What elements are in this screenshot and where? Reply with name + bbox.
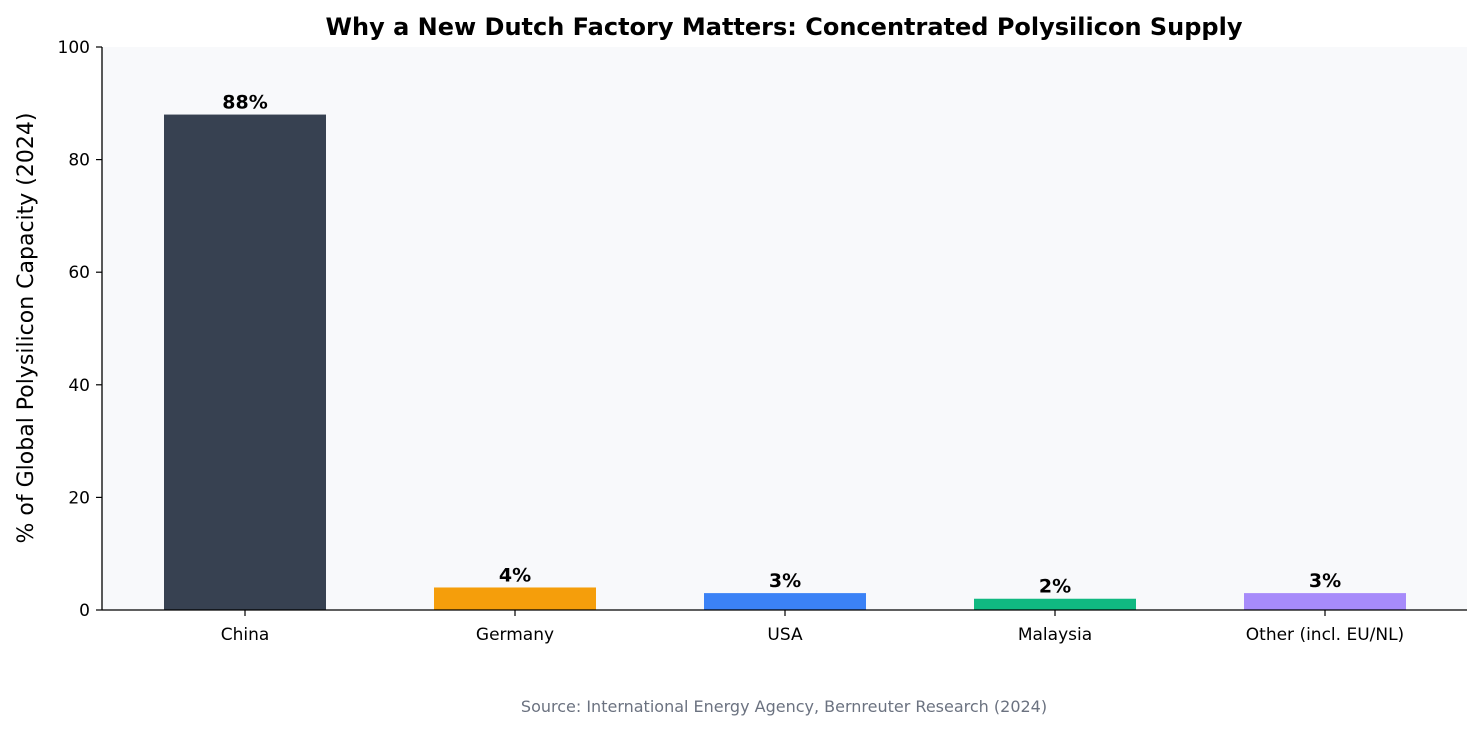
x-tick-label: Germany: [476, 625, 554, 645]
chart-title: Why a New Dutch Factory Matters: Concent…: [326, 13, 1243, 41]
bar-china: [164, 114, 326, 610]
data-label: 3%: [1309, 570, 1341, 592]
y-tick-label: 60: [68, 263, 90, 283]
x-tick-label: USA: [767, 625, 803, 645]
plot-area: [102, 47, 1467, 610]
bar-usa: [704, 593, 866, 610]
x-tick-label: Malaysia: [1018, 625, 1092, 645]
y-tick-label: 100: [58, 38, 90, 58]
data-label: 88%: [222, 92, 267, 114]
bar-germany: [434, 587, 596, 610]
y-tick-label: 0: [79, 601, 90, 621]
y-tick-label: 40: [68, 376, 90, 396]
data-label: 3%: [769, 570, 801, 592]
x-tick-label: Other (incl. EU/NL): [1246, 625, 1404, 645]
data-label: 2%: [1039, 576, 1071, 598]
data-label: 4%: [499, 564, 531, 586]
y-tick-label: 20: [68, 488, 90, 508]
x-tick-label: China: [221, 625, 270, 645]
bar-other-incl-eu-nl: [1244, 593, 1406, 610]
y-tick-label: 80: [68, 151, 90, 171]
y-axis-label: % of Global Polysilicon Capacity (2024): [14, 113, 39, 544]
source-note: Source: International Energy Agency, Ber…: [521, 697, 1047, 716]
bar-malaysia: [974, 598, 1136, 610]
